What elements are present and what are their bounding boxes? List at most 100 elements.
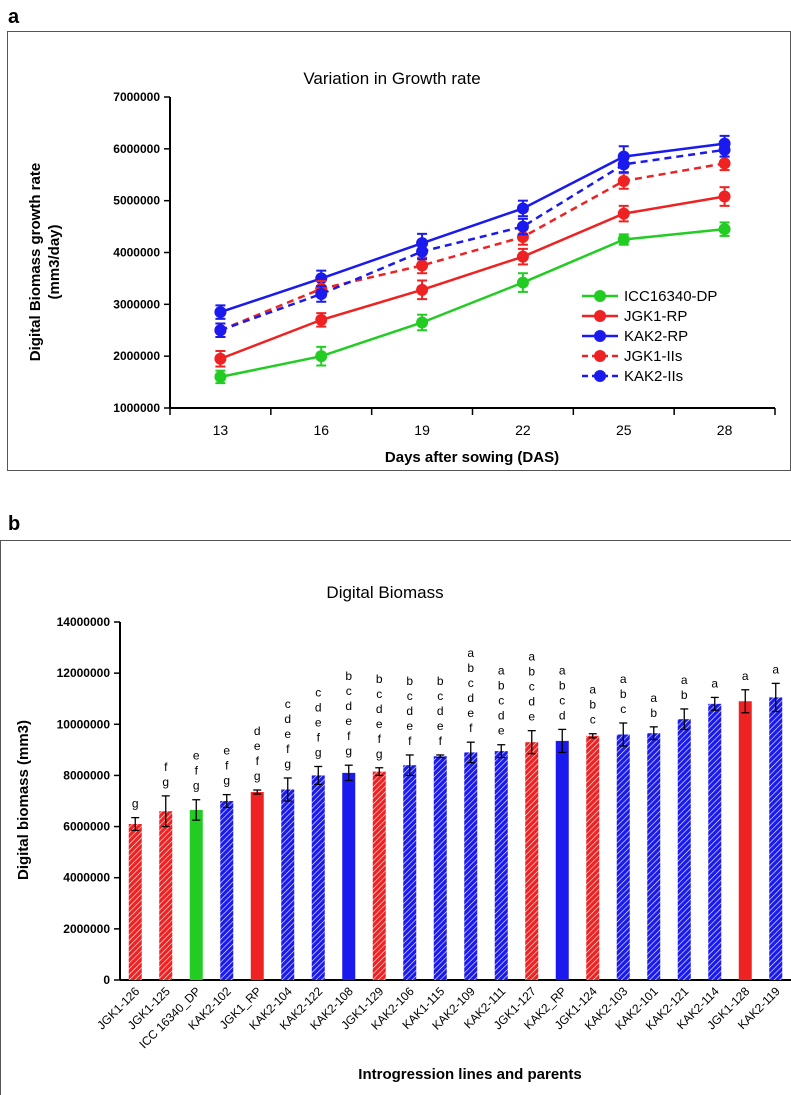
data-point xyxy=(214,352,227,365)
bar xyxy=(372,771,386,980)
group-letter: f xyxy=(225,759,229,773)
group-letter: c xyxy=(529,680,535,694)
data-point xyxy=(214,324,227,337)
data-point xyxy=(416,245,429,258)
group-letter: f xyxy=(347,729,351,743)
group-letter: d xyxy=(254,724,261,738)
group-letter: c xyxy=(437,689,443,703)
group-letter: g xyxy=(254,769,261,783)
group-letter: a xyxy=(467,646,474,660)
y-axis-label: Digital Biomass growth rate (mm3/day) xyxy=(27,163,63,361)
group-letter: g xyxy=(345,744,352,758)
group-letter: e xyxy=(254,739,261,753)
group-letter: e xyxy=(467,706,474,720)
data-point xyxy=(617,207,630,220)
x-tick-label: 25 xyxy=(616,422,632,438)
y-tick-label: 4000000 xyxy=(63,871,110,885)
legend-marker xyxy=(594,370,606,382)
bar xyxy=(555,740,569,980)
group-letter: b xyxy=(620,687,627,701)
legend-label: JGK1-RP xyxy=(624,308,687,325)
bar xyxy=(464,752,478,980)
group-letter: a xyxy=(681,673,688,687)
y-tick-label: 6000000 xyxy=(113,142,160,156)
y-tick-label: 5000000 xyxy=(113,194,160,208)
panel-a-label: a xyxy=(8,6,20,28)
data-point xyxy=(416,283,429,296)
group-letter: f xyxy=(286,742,290,756)
data-point xyxy=(315,350,328,363)
series-line xyxy=(219,195,725,360)
group-letter: g xyxy=(162,775,169,789)
group-letter: e xyxy=(193,749,200,763)
series-line xyxy=(220,227,725,379)
group-letter: b xyxy=(376,672,383,686)
data-point xyxy=(516,276,529,289)
group-letter: f xyxy=(439,734,443,748)
group-letter: f xyxy=(317,730,321,744)
group-letter: a xyxy=(498,664,505,678)
y-tick-label: 8000000 xyxy=(63,768,110,782)
y-tick-label: 14000000 xyxy=(57,615,111,629)
series-JGK1-RP xyxy=(214,186,731,368)
group-letter: f xyxy=(195,764,199,778)
group-letter: g xyxy=(193,779,200,793)
group-letter: f xyxy=(408,734,412,748)
group-letter: b xyxy=(528,665,535,679)
bar xyxy=(311,775,325,980)
data-point xyxy=(214,306,227,319)
growth-rate-line-chart: Variation in Growth rate 1000000 2000000 30… xyxy=(27,69,776,466)
group-letter: c xyxy=(559,693,565,707)
group-letter: f xyxy=(164,760,168,774)
group-letter: d xyxy=(467,691,474,705)
group-letter: d xyxy=(406,704,413,718)
group-letter: f xyxy=(469,721,473,735)
group-letter: g xyxy=(315,745,322,759)
group-letter: g xyxy=(284,757,291,771)
group-letter: e xyxy=(315,715,322,729)
x-axis-label: Days after sowing (DAS) xyxy=(385,449,559,466)
data-point xyxy=(718,157,731,170)
legend-marker xyxy=(594,350,606,362)
panel-b-label: b xyxy=(8,513,21,535)
group-letter: b xyxy=(589,698,596,712)
group-letter: d xyxy=(528,695,535,709)
bar xyxy=(647,733,661,980)
group-letter: c xyxy=(315,685,321,699)
group-letter: g xyxy=(132,797,139,811)
group-letter: e xyxy=(498,724,505,738)
series-line xyxy=(219,162,725,332)
group-letter: e xyxy=(284,727,291,741)
group-letter: e xyxy=(376,717,383,731)
data-point xyxy=(416,259,429,272)
group-letter: c xyxy=(407,689,413,703)
group-letter: a xyxy=(589,683,596,697)
series-KAK2-IIs xyxy=(214,142,731,338)
y-axis-label: Digital biomass (mm3) xyxy=(15,720,32,880)
group-letter: d xyxy=(498,709,505,723)
series-line xyxy=(219,148,725,332)
x-tick-label: 13 xyxy=(213,422,229,438)
group-letter: f xyxy=(256,754,260,768)
group-letter: c xyxy=(376,687,382,701)
chart-title: Digital Biomass xyxy=(326,583,443,602)
y-tick-label: 10000000 xyxy=(57,717,111,731)
group-letter: e xyxy=(406,719,413,733)
group-letter: d xyxy=(345,699,352,713)
group-letter: a xyxy=(559,663,566,677)
data-point xyxy=(516,220,529,233)
group-letter: a xyxy=(650,691,657,705)
data-point xyxy=(718,190,731,203)
bar xyxy=(220,801,234,980)
group-letter: d xyxy=(437,704,444,718)
bar xyxy=(189,809,203,980)
group-letter: a xyxy=(772,662,779,676)
group-letter: b xyxy=(498,679,505,693)
x-tick-label: 28 xyxy=(717,422,733,438)
data-point xyxy=(516,250,529,263)
data-point xyxy=(617,158,630,171)
data-point xyxy=(718,143,731,156)
group-letter: g xyxy=(223,774,230,788)
chart-title: Variation in Growth rate xyxy=(303,69,480,88)
bar xyxy=(159,811,173,980)
